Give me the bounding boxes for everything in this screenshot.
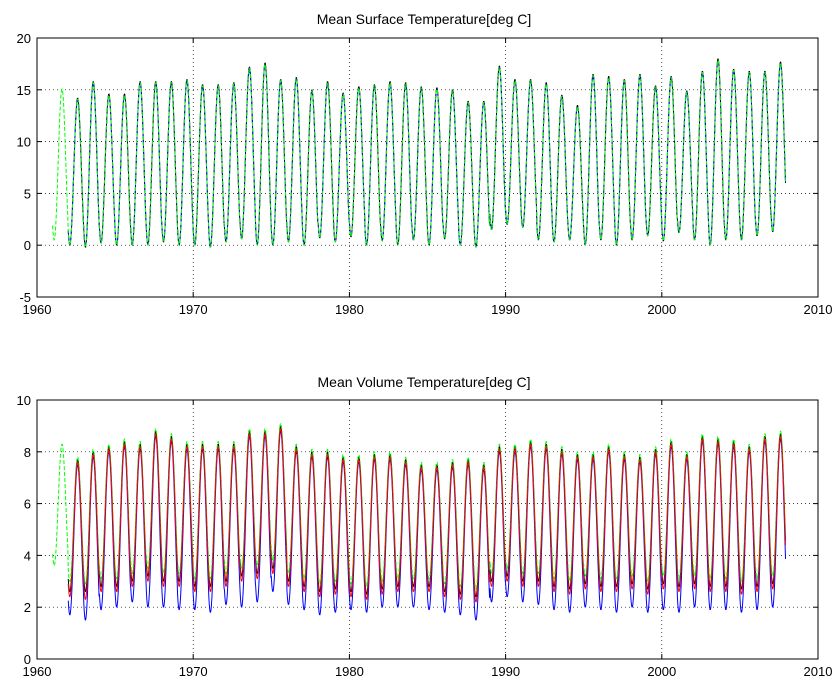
x-tick-label: 2000 xyxy=(647,664,676,679)
chart-title: Mean Volume Temperature[deg C] xyxy=(318,374,531,390)
x-tick-label: 1960 xyxy=(23,664,52,679)
y-tick-label: 10 xyxy=(17,135,31,150)
y-tick-label: 8 xyxy=(24,445,31,460)
y-tick-label: 5 xyxy=(24,186,31,201)
plot-frame xyxy=(36,37,819,298)
x-tick-label: 1970 xyxy=(179,302,208,317)
y-tick-label: 15 xyxy=(17,83,31,98)
y-tick-label: 0 xyxy=(24,238,31,253)
chart-title: Mean Surface Temperature[deg C] xyxy=(317,11,532,27)
x-tick-label: 2000 xyxy=(647,302,676,317)
y-tick-label: 6 xyxy=(24,497,31,512)
x-tick-label: 1990 xyxy=(491,664,520,679)
x-tick-label: 1980 xyxy=(335,302,364,317)
x-tick-label: 2010 xyxy=(804,664,833,679)
surface-temperature-panel: Mean Surface Temperature[deg C] 1960 1970… xyxy=(17,11,833,317)
series-line xyxy=(67,428,787,603)
y-tick-label: -5 xyxy=(19,290,31,305)
series-line xyxy=(52,59,787,248)
x-tick-label: 1980 xyxy=(335,664,364,679)
volume-temperature-panel: Mean Volume Temperature[deg C] 1960 1970 1… xyxy=(17,374,833,679)
x-tick-label: 1970 xyxy=(179,664,208,679)
plot-frame xyxy=(36,399,819,660)
x-tick-label: 2010 xyxy=(804,302,833,317)
y-tick-label: 0 xyxy=(24,652,31,667)
x-tick-label: 1990 xyxy=(491,302,520,317)
y-tick-label: 10 xyxy=(17,393,31,408)
y-tick-label: 20 xyxy=(17,31,31,46)
x-tick-label: 1960 xyxy=(23,302,52,317)
y-tick-label: 2 xyxy=(24,600,31,615)
y-tick-label: 4 xyxy=(24,548,31,563)
